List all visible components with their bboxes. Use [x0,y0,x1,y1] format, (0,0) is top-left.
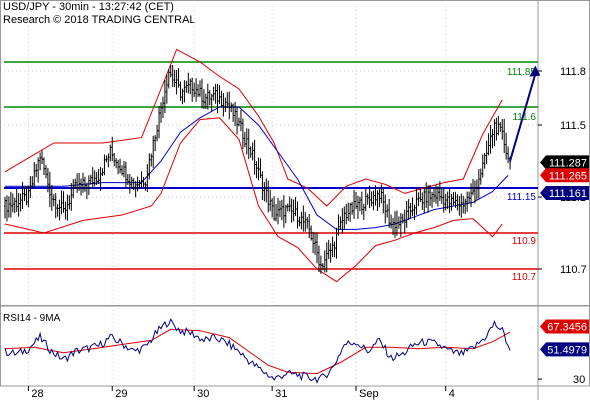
rsi-tag-label: 51.4979 [547,344,587,356]
rsi-panel-frame [0,305,590,387]
rsi-title: RSI14 - 9MA [3,313,61,324]
y-tick-label: 111.5 [560,120,586,132]
price-panel-frame [0,0,590,306]
x-tick-label-4: 4 [449,388,455,400]
rsi-tag-blue: 51.4979 [540,342,589,357]
price-tag-red: 111.265 [540,168,589,183]
y-tick-label: 110.7 [560,264,587,276]
rsi-tag-box [540,319,589,334]
price-tag-box [540,186,589,201]
x-tick-label-29: 29 [115,388,127,400]
target-arrow-shaft [509,73,537,162]
rsi-tag-red: 67.3456 [540,319,589,334]
rsi-y-tick-label: 30 [573,374,585,386]
target-arrow-head [529,65,541,77]
level-label-111.15: 111.15 [507,192,537,203]
x-tick-label-sep: Sep [359,388,379,400]
y-tick-label: 111.8 [560,66,586,78]
level-label-110.9: 110.9 [512,236,537,247]
x-tick-label-28: 28 [31,388,43,400]
x-tick-label-31: 31 [275,388,287,400]
price-tag-black: 111.287 [540,155,589,170]
bollinger-lower-line [4,117,503,283]
level-label-110.7: 110.7 [512,272,537,283]
x-tick-label-30: 30 [197,388,209,400]
chart-title: USD/JPY - 30min - 13:27:42 (CET) [3,1,174,13]
rsi-line [4,318,511,384]
rsi-tag-label: 67.3456 [547,321,587,333]
price-tag-blue: 111.161 [540,186,589,201]
rsi-tag-box [540,342,589,357]
price-tag-box [540,168,589,183]
chart-copyright: Research © 2018 TRADING CENTRAL [3,14,196,26]
bollinger-upper-line [4,48,503,207]
price-tag-label: 111.265 [549,170,587,182]
price-tag-label: 111.287 [549,157,587,169]
price-tag-label: 111.161 [549,188,587,200]
moving-average-line [5,106,509,230]
price-tag-box [540,155,589,170]
level-label-111.6: 111.6 [512,112,536,123]
